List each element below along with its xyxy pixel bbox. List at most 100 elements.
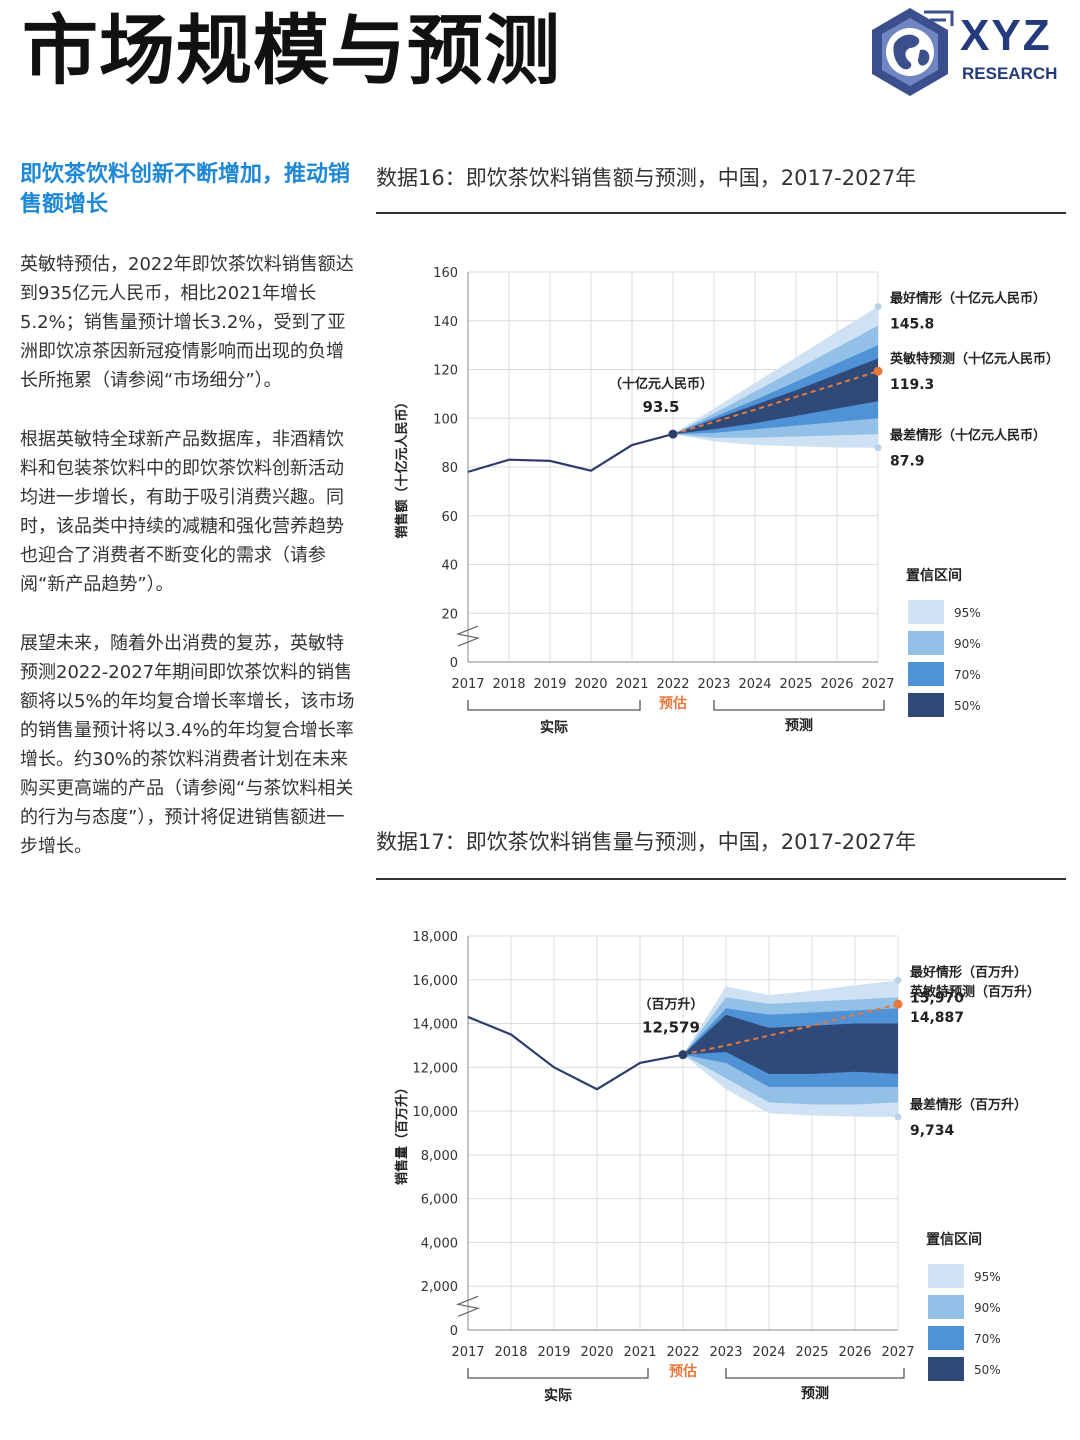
x-tick-label: 2024	[752, 1345, 785, 1360]
x-tick-label: 2023	[709, 1345, 742, 1360]
x-tick-label: 2026	[820, 677, 853, 692]
page-title: 市场规模与预测	[22, 6, 561, 95]
y-tick-label: 12,000	[413, 1061, 459, 1076]
legend-swatch	[908, 693, 944, 717]
legend-label: 95%	[974, 1270, 1001, 1284]
logo-text: XYZ	[960, 11, 1052, 60]
legend-swatch	[928, 1264, 964, 1288]
scenario-value: 145.8	[890, 317, 934, 333]
legend-label: 50%	[954, 699, 981, 713]
y-tick-label: 20	[441, 607, 458, 622]
chart-17-divider	[376, 878, 1066, 880]
y-tick-label: 16,000	[413, 974, 459, 989]
y-tick-label: 120	[433, 364, 458, 379]
y-tick-label: 6,000	[421, 1193, 458, 1208]
scenario-value: 119.3	[890, 377, 934, 393]
confidence-band-p70	[673, 345, 878, 435]
legend-label: 90%	[974, 1301, 1001, 1315]
estimate-point	[668, 429, 678, 439]
actual-period-label: 实际	[540, 719, 568, 736]
estimate-point	[678, 1050, 688, 1060]
estimate-label: 预估	[669, 1363, 697, 1380]
y-tick-label: 4,000	[421, 1236, 458, 1251]
scenario-label: 最好情形（十亿元人民币）	[890, 291, 1046, 307]
x-tick-label: 2019	[537, 1345, 570, 1360]
legend-title: 置信区间	[906, 567, 962, 584]
x-tick-label: 2023	[697, 677, 730, 692]
scenario-label: 英敏特预测（十亿元人民币）	[889, 351, 1059, 367]
scenario-label: 最差情形（十亿元人民币）	[890, 428, 1046, 444]
x-tick-label: 2019	[533, 677, 566, 692]
forecast-series-line	[682, 1003, 899, 1056]
chart-16-sales-value: 0 20 40 60 80 100 120 140 160 2017 2018 2019 2020 202…	[394, 266, 1059, 736]
y-tick-label: 18,000	[413, 930, 459, 945]
legend-swatch	[908, 662, 944, 686]
x-tick-label: 2025	[795, 1345, 828, 1360]
x-tick-label: 2027	[861, 677, 894, 692]
forecast-period-label: 预测	[801, 1385, 829, 1402]
point-label-value: 12,579	[642, 1019, 700, 1037]
scenario-label: 英敏特预测（百万升）	[909, 984, 1040, 1000]
actual-series-line	[467, 433, 674, 473]
x-tick-label: 2020	[574, 677, 607, 692]
legend-title: 置信区间	[926, 1231, 982, 1248]
actual-period-label: 实际	[544, 1387, 572, 1404]
best-case-point	[894, 976, 902, 984]
y-tick-label: 0	[450, 1324, 458, 1339]
sidebar-text: 即饮茶饮料创新不断增加，推动销售额增长 英敏特预估，2022年即饮茶饮料销售额达…	[20, 160, 358, 891]
forecast-end-point	[893, 999, 903, 1009]
worst-case-point	[894, 1113, 902, 1121]
y-tick-label: 0	[450, 656, 458, 671]
x-tick-label: 2018	[492, 677, 525, 692]
legend-label: 50%	[974, 1363, 1001, 1377]
chart-16-divider	[376, 212, 1066, 214]
legend-label: 95%	[954, 606, 981, 620]
x-tick-label: 2027	[881, 1345, 914, 1360]
paragraph-1: 英敏特预估，2022年即饮茶饮料销售额达到935亿元人民币，相比2021年增长5…	[20, 254, 354, 391]
legend-swatch	[908, 631, 944, 655]
y-tick-label: 2,000	[421, 1280, 458, 1295]
chart-16-title: 数据16：即饮茶饮料销售额与预测，中国，2017-2027年	[376, 166, 917, 190]
y-axis-label: 销售额（十亿元人民币）	[394, 395, 410, 538]
y-tick-label: 10,000	[413, 1105, 459, 1120]
y-axis-label: 销售量（百万升）	[394, 1081, 410, 1185]
forecast-end-point	[873, 366, 883, 376]
confidence-band-p50	[683, 1014, 898, 1074]
y-tick-label: 160	[433, 266, 458, 281]
point-label-unit: （百万升）	[638, 997, 703, 1013]
point-label-value: 93.5	[642, 398, 679, 416]
x-tick-label: 2020	[580, 1345, 613, 1360]
legend-swatch	[908, 600, 944, 624]
confidence-band-p50	[673, 358, 878, 435]
x-tick-label: 2026	[838, 1345, 871, 1360]
y-tick-label: 80	[441, 461, 458, 476]
y-tick-label: 8,000	[421, 1149, 458, 1164]
globe-hexagon-icon	[872, 8, 954, 96]
paragraph-3: 展望未来，随着外出消费的复苏，英敏特预测2022-2027年期间即饮茶饮料的销售…	[20, 633, 355, 857]
actual-series-line	[467, 1015, 684, 1091]
section-heading: 即饮茶饮料创新不断增加，推动销售额增长	[20, 162, 351, 217]
forecast-period-bracket	[725, 1368, 905, 1379]
chart-17-title: 数据17：即饮茶饮料销售量与预测，中国，2017-2027年	[376, 830, 917, 854]
paragraph-2: 根据英敏特全球新产品数据库，非酒精饮料和包装茶饮料中的即饮茶饮料创新活动均进一步…	[20, 429, 344, 595]
actual-period-bracket	[467, 1368, 649, 1379]
x-tick-label: 2017	[451, 677, 484, 692]
actual-period-bracket	[467, 700, 641, 711]
legend-swatch	[928, 1295, 964, 1319]
y-tick-label: 60	[441, 510, 458, 525]
x-tick-label: 2017	[451, 1345, 484, 1360]
x-tick-label: 2021	[615, 677, 648, 692]
axis-break-mark	[455, 625, 481, 647]
worst-case-point	[874, 444, 882, 452]
scenario-value: 14,887	[910, 1010, 964, 1026]
point-label-unit: （十亿元人民币）	[609, 376, 713, 392]
scenario-value: 87.9	[890, 454, 925, 470]
scenario-label: 最差情形（百万升）	[910, 1097, 1027, 1113]
forecast-period-label: 预测	[785, 717, 813, 734]
x-tick-label: 2024	[738, 677, 771, 692]
x-tick-label: 2025	[779, 677, 812, 692]
x-tick-label: 2022	[656, 677, 689, 692]
legend-label: 70%	[974, 1332, 1001, 1346]
logo-subtext: RESEARCH	[962, 64, 1058, 83]
y-tick-label: 140	[433, 315, 458, 330]
